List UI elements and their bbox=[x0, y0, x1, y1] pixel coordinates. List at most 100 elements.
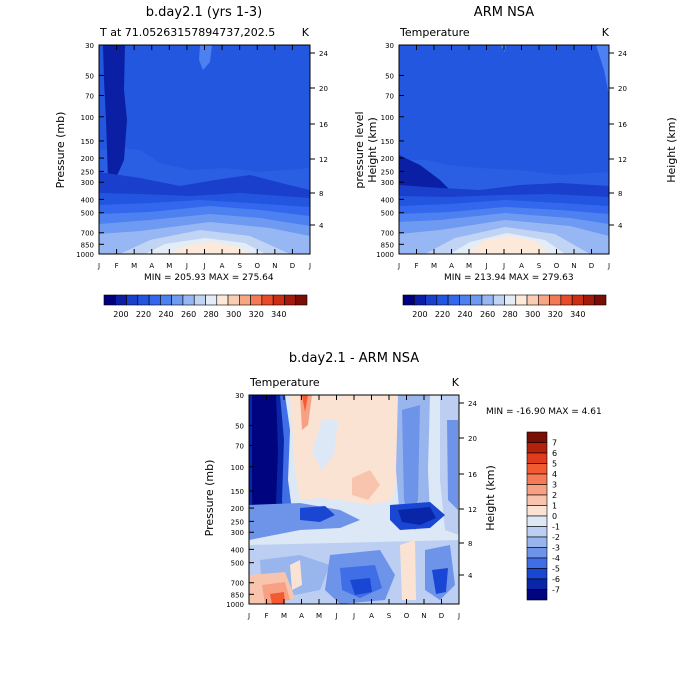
x-tick-label: J bbox=[247, 612, 250, 620]
x-tick-label: F bbox=[414, 262, 418, 270]
x-tick-label: N bbox=[272, 262, 277, 270]
x-tick-label: M bbox=[166, 262, 172, 270]
y-tick-label: 50 bbox=[385, 72, 394, 80]
colorbar-label: 0 bbox=[552, 512, 557, 521]
panel-3-colorbar: 76 54 32 10 -1-2 -3-4 -5-6 -7 bbox=[526, 431, 560, 601]
colorbar-swatch bbox=[284, 294, 297, 306]
panel-3-title: b.day2.1 - ARM NSA bbox=[289, 351, 419, 366]
height-tick-label: 4 bbox=[319, 222, 324, 230]
colorbar-label: 300 bbox=[226, 310, 241, 319]
colorbar-swatch bbox=[272, 294, 285, 306]
colorbar-swatch bbox=[526, 578, 548, 590]
colorbar-swatch bbox=[571, 294, 584, 306]
height-tick-label: 12 bbox=[618, 156, 627, 164]
colorbar-label: 220 bbox=[136, 310, 151, 319]
y-tick-label: 300 bbox=[381, 179, 394, 187]
height-tick-label: 24 bbox=[319, 50, 328, 58]
height-tick-label: 12 bbox=[319, 156, 328, 164]
height-tick-label: 20 bbox=[468, 435, 477, 443]
x-tick-label: A bbox=[519, 262, 524, 270]
y-tick-label: 850 bbox=[231, 591, 244, 599]
colorbar-swatch bbox=[114, 294, 127, 306]
y-tick-label: 250 bbox=[81, 168, 94, 176]
y-tick-label: 50 bbox=[235, 422, 244, 430]
x-tick-label: M bbox=[466, 262, 472, 270]
panel-observation: ARM NSA Temperature K 30 50 70 100 150 200 250… bbox=[353, 5, 678, 319]
colorbar-swatch bbox=[526, 484, 548, 496]
colorbar-swatch bbox=[205, 294, 218, 306]
panel-3-y-label: Pressure (mb) bbox=[203, 460, 216, 537]
colorbar-swatch bbox=[526, 547, 548, 559]
height-tick-label: 16 bbox=[319, 121, 328, 129]
y-tick-label: 850 bbox=[381, 241, 394, 249]
panel-2-units: K bbox=[602, 26, 610, 39]
y-tick-label: 400 bbox=[81, 196, 94, 204]
panel-2-axes: 30 50 70 100 150 200 250 300 400 500 700 850 1000 24 2… bbox=[376, 42, 627, 270]
colorbar-swatch bbox=[103, 294, 116, 306]
x-tick-label: J bbox=[502, 262, 505, 270]
colorbar-swatch bbox=[193, 294, 206, 306]
x-tick-label: S bbox=[387, 612, 392, 620]
panel-2-title: ARM NSA bbox=[474, 5, 534, 20]
colorbar-swatch bbox=[182, 294, 195, 306]
colorbar-label: 300 bbox=[525, 310, 540, 319]
y-tick-label: 200 bbox=[381, 155, 394, 163]
colorbar-label: 5 bbox=[552, 460, 557, 469]
colorbar-label: 260 bbox=[480, 310, 495, 319]
colorbar-swatch bbox=[250, 294, 263, 306]
panel-1-contours bbox=[99, 45, 310, 254]
x-tick-label: J bbox=[352, 612, 355, 620]
colorbar-label: -1 bbox=[552, 523, 560, 532]
colorbar-label: 7 bbox=[552, 439, 557, 448]
colorbar-swatch bbox=[594, 294, 607, 306]
x-tick-label: A bbox=[449, 262, 454, 270]
panel-2-left-string: Temperature bbox=[399, 26, 470, 39]
y-tick-label: 850 bbox=[81, 241, 94, 249]
y-tick-label: 30 bbox=[85, 42, 94, 50]
colorbar-swatch bbox=[216, 294, 229, 306]
colorbar-label: -6 bbox=[552, 575, 560, 584]
colorbar-label: -7 bbox=[552, 586, 560, 595]
y-tick-label: 500 bbox=[231, 560, 244, 568]
panel-3-units: K bbox=[452, 376, 460, 389]
x-tick-label: M bbox=[431, 262, 437, 270]
colorbar-swatch bbox=[526, 431, 548, 443]
x-tick-label: O bbox=[404, 612, 410, 620]
colorbar-label: 280 bbox=[203, 310, 218, 319]
colorbar-label: 4 bbox=[552, 470, 557, 479]
height-tick-label: 16 bbox=[618, 121, 627, 129]
panel-1-colorbar: 200 220 240 260 280 300 320 340 bbox=[103, 294, 308, 319]
panel-2-min-max: MIN = 213.94 MAX = 279.63 bbox=[444, 273, 574, 283]
x-tick-label: F bbox=[115, 262, 119, 270]
x-tick-label: M bbox=[131, 262, 137, 270]
panel-1-left-string: T at 71.05263157894737,202.5 bbox=[99, 26, 275, 39]
colorbar-swatch bbox=[549, 294, 562, 306]
x-tick-label: A bbox=[299, 612, 304, 620]
colorbar-label: 340 bbox=[570, 310, 585, 319]
x-tick-label: J bbox=[185, 262, 188, 270]
panel-1-units: K bbox=[302, 26, 310, 39]
colorbar-swatch bbox=[137, 294, 150, 306]
y-tick-label: 70 bbox=[235, 443, 244, 451]
colorbar-swatch bbox=[126, 294, 139, 306]
colorbar-swatch bbox=[526, 505, 548, 517]
y-tick-label: 150 bbox=[231, 488, 244, 496]
y-tick-label: 100 bbox=[381, 114, 394, 122]
panel-3-left-string: Temperature bbox=[249, 376, 320, 389]
height-tick-label: 12 bbox=[468, 506, 477, 514]
colorbar-label: 6 bbox=[552, 449, 557, 458]
colorbar-swatch bbox=[148, 294, 161, 306]
colorbar-swatch bbox=[526, 589, 548, 601]
colorbar-swatch bbox=[526, 294, 539, 306]
colorbar-swatch bbox=[447, 294, 460, 306]
y-tick-label: 400 bbox=[231, 546, 244, 554]
x-tick-label: N bbox=[421, 612, 426, 620]
colorbar-swatch bbox=[583, 294, 596, 306]
colorbar-label: 260 bbox=[181, 310, 196, 319]
x-tick-label: J bbox=[484, 262, 487, 270]
panel-2-contours bbox=[399, 45, 609, 254]
y-tick-label: 700 bbox=[231, 580, 244, 588]
y-tick-label: 300 bbox=[81, 179, 94, 187]
height-tick-label: 16 bbox=[468, 471, 477, 479]
